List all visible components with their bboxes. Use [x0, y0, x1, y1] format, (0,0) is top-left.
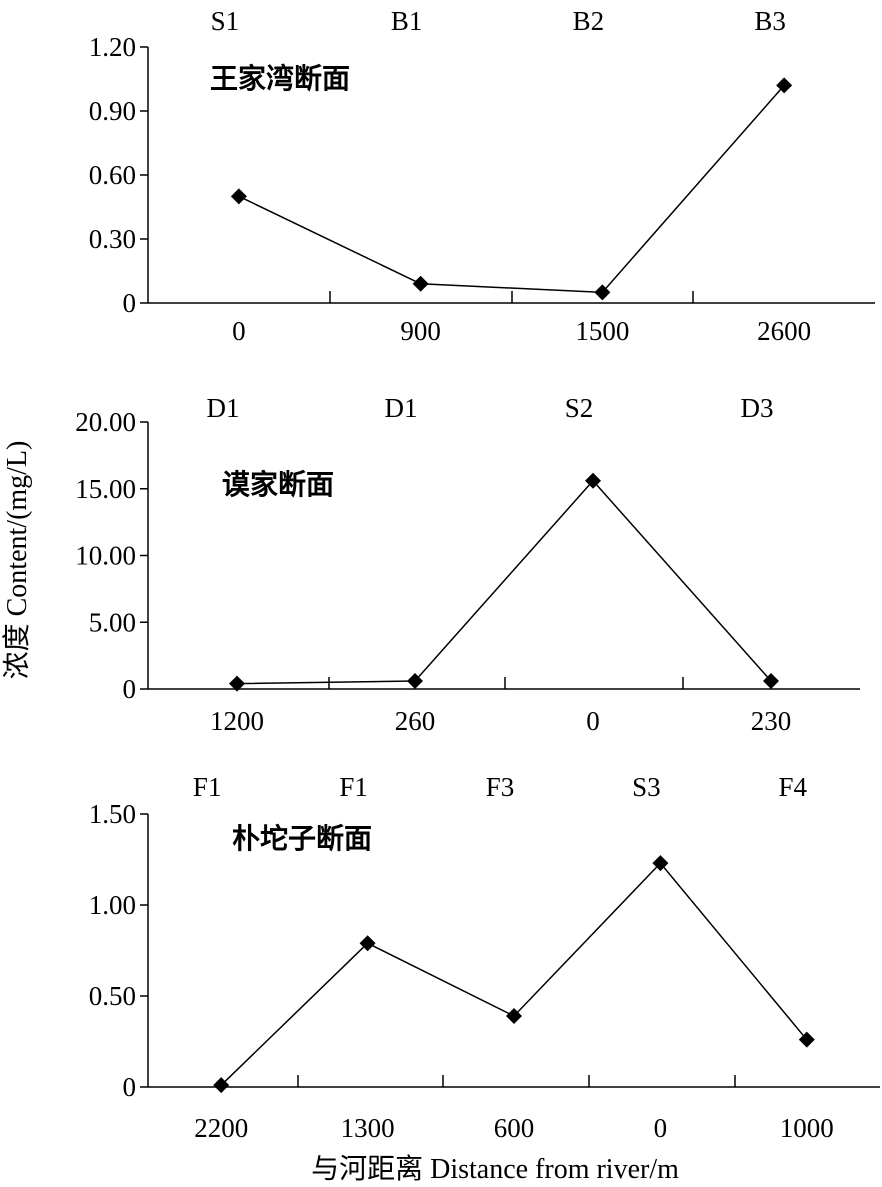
y-tick-label: 0 [123, 674, 137, 704]
x-tick-label: 600 [494, 1113, 535, 1143]
x-tick-label: 1300 [341, 1113, 395, 1143]
y-tick-label: 1.20 [89, 32, 136, 62]
data-point [230, 188, 247, 205]
x-tick-label: 2600 [757, 316, 811, 346]
panel-1: 0 0.30 0.60 0.90 1.20 0 S1 900 B1 1500 B2 2600 B3 王家湾… [89, 6, 875, 346]
panel-title: 王家湾断面 [210, 62, 350, 95]
panel-3: 0 0.50 1.00 1.50 2200 F1 1300 F1 600 F3 0 S3 1000 F4 朴… [89, 772, 880, 1143]
panel-title: 谟家断面 [222, 468, 334, 501]
panel-2: 0 5.00 10.00 15.00 20.00 1200 D1 260 D1 0 S2 230 D3 谟… [75, 393, 860, 736]
x-tick-label: 2200 [194, 1113, 248, 1143]
station-label: D1 [207, 393, 240, 423]
series-line [238, 84, 785, 294]
data-point [412, 275, 429, 292]
x-tick-label: 0 [232, 316, 246, 346]
data-point [763, 672, 779, 689]
data-point [407, 672, 423, 689]
station-label: B1 [391, 6, 423, 36]
station-label: F3 [486, 772, 515, 802]
y-tick-label: 0 [123, 1072, 137, 1102]
x-tick-label: 1500 [575, 316, 629, 346]
data-point [229, 675, 245, 692]
station-label: S1 [211, 6, 240, 36]
y-tick-label: 10.00 [75, 541, 136, 571]
station-label: F1 [339, 772, 368, 802]
y-tick-label: 1.50 [89, 799, 136, 829]
data-point [798, 1031, 815, 1048]
x-tick-label: 260 [395, 706, 436, 736]
station-label: F4 [779, 772, 808, 802]
station-label: D1 [385, 393, 418, 423]
station-label: B2 [573, 6, 605, 36]
data-point [776, 77, 793, 94]
y-axis-title: 浓度 Content/(mg/L) [1, 441, 33, 680]
y-tick-label: 15.00 [75, 474, 136, 504]
panel-title: 朴坨子断面 [232, 822, 372, 855]
station-label: S3 [632, 772, 661, 802]
x-tick-label: 0 [586, 706, 600, 736]
data-point [213, 1077, 230, 1094]
x-tick-label: 1000 [780, 1113, 834, 1143]
x-tick-label: 0 [654, 1113, 668, 1143]
x-tick-label: 900 [400, 316, 441, 346]
data-point [652, 855, 669, 872]
series-line [236, 479, 772, 685]
station-label: F1 [193, 772, 222, 802]
y-tick-label: 0.90 [89, 96, 136, 126]
y-tick-label: 0.50 [89, 981, 136, 1011]
x-tick-label: 230 [751, 706, 792, 736]
y-tick-label: 0.60 [89, 160, 136, 190]
y-tick-label: 1.00 [89, 890, 136, 920]
y-tick-label: 0 [123, 288, 137, 318]
data-point [585, 472, 601, 489]
data-point [594, 284, 611, 301]
x-tick-label: 1200 [210, 706, 264, 736]
series-line [220, 862, 808, 1086]
y-tick-label: 0.30 [89, 224, 136, 254]
station-label: S2 [565, 393, 594, 423]
data-point [359, 935, 376, 952]
y-tick-label: 5.00 [89, 607, 136, 637]
station-label: B3 [754, 6, 786, 36]
x-axis-title: 与河距离 Distance from river/m [311, 1153, 679, 1185]
y-tick-label: 20.00 [75, 407, 136, 437]
station-label: D3 [741, 393, 774, 423]
data-point [506, 1008, 522, 1025]
